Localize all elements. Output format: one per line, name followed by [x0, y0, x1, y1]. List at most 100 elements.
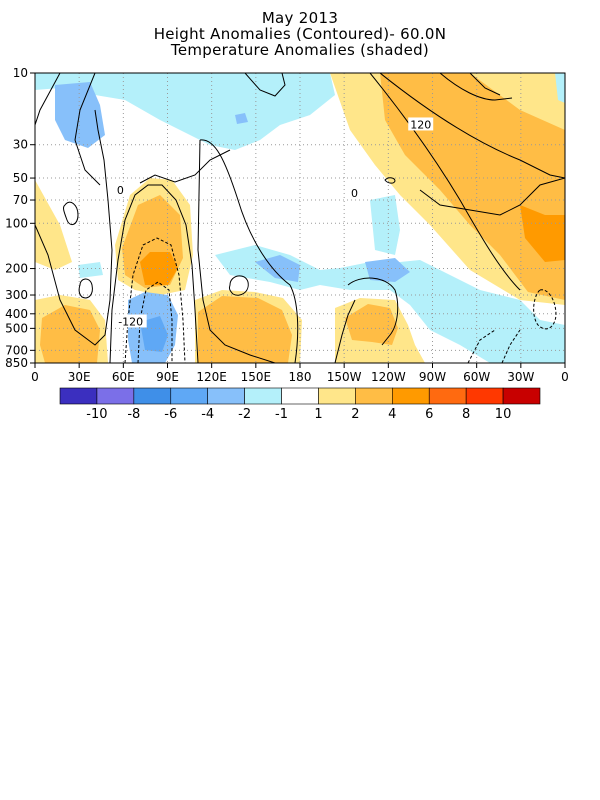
contour-label: 0: [351, 187, 358, 200]
contour-line: [501, 329, 521, 363]
contour-line: [347, 277, 399, 346]
contour-label-bg: [114, 182, 126, 196]
x-axis: 0 30E 60E 90E 120E 150E 180 150W 120W 90W 60W 30W 0: [31, 363, 569, 384]
colorbar-swatch: [244, 387, 282, 405]
contour-label: 120: [410, 118, 431, 131]
contour-label: -120: [118, 315, 143, 328]
chart-subtitle-temperature: Temperature Anomalies (shaded): [170, 41, 430, 59]
colorbar: -10 -8 -6 -4 -2 -1 1 2 4 6 8 10: [59, 387, 541, 422]
cool-region-top: [35, 73, 335, 150]
cool-region-90e-2: [140, 316, 168, 352]
warm-region-upper-right-4: [520, 205, 565, 262]
cool-region-upper-mid: [370, 195, 400, 255]
cool-region-upper: [235, 113, 248, 124]
cool-region-left: [78, 262, 103, 278]
x-tick-label: 30W: [507, 370, 534, 384]
contour-line: [379, 73, 565, 179]
colorbar-swatch: [281, 387, 319, 405]
x-tick-label: 90W: [419, 370, 446, 384]
colorbar-label: 4: [388, 407, 396, 422]
contour-line: [35, 109, 113, 346]
warm-region-150w-2: [345, 304, 398, 345]
contour-line: [439, 73, 513, 101]
x-tick-label: 60E: [112, 370, 135, 384]
colorbar-swatch: [465, 387, 504, 405]
colorbar-label: -8: [127, 407, 140, 422]
warm-region-120e-2: [198, 296, 292, 363]
contour-line: [137, 281, 173, 363]
cool-region-30e: [55, 82, 105, 148]
height-contours: [35, 73, 565, 363]
contour-label-bg: [114, 314, 147, 328]
colorbar-swatch: [59, 387, 98, 405]
y-tick-label: 400: [5, 307, 28, 321]
contour-label-bg: [408, 117, 434, 131]
y-tick-label: 100: [5, 216, 28, 230]
x-tick-label: 150W: [327, 370, 362, 384]
colorbar-label: -1: [275, 407, 288, 422]
colorbar-swatch: [355, 387, 393, 405]
colorbar-swatch: [502, 387, 541, 405]
contour-line: [533, 289, 557, 330]
contour-line: [197, 139, 276, 363]
contour-line: [244, 73, 286, 97]
cool-region-120w: [365, 258, 410, 282]
colorbar-swatch: [207, 387, 245, 405]
contour-line: [419, 177, 565, 216]
y-tick-label: 10: [13, 66, 28, 80]
y-tick-label: 50: [13, 171, 28, 185]
x-tick-label: 0: [561, 370, 569, 384]
contour-line: [369, 73, 521, 291]
chart-title: May 2013: [261, 9, 339, 27]
cool-region-mid-2: [255, 255, 300, 282]
cool-region-mid: [215, 245, 565, 363]
y-tick-label: 300: [5, 288, 28, 302]
contour-line: [63, 201, 79, 226]
contour-line: [469, 73, 501, 96]
contour-line: [109, 184, 199, 363]
contour-labels: 120 0 0 -120: [114, 117, 434, 328]
x-tick-label: 0: [31, 370, 39, 384]
chart-subtitle-height: Height Anomalies (Contoured)- 60.0N: [153, 25, 447, 43]
x-tick-label: 150E: [241, 370, 272, 384]
colorbar-swatch: [170, 387, 208, 405]
contour-line: [228, 275, 249, 296]
x-tick-label: 120E: [196, 370, 227, 384]
colorbar-label: 10: [495, 407, 512, 422]
colorbar-label: 1: [314, 407, 322, 422]
contour-label-bg: [348, 186, 360, 200]
colorbar-swatch: [96, 387, 135, 405]
colorbar-label: 6: [425, 407, 433, 422]
colorbar-swatch: [318, 387, 356, 405]
y-tick-label: 500: [5, 321, 28, 335]
contour-line: [199, 139, 299, 363]
y-tick-label: 850: [5, 356, 28, 370]
colorbar-label: -2: [238, 407, 251, 422]
y-tick-label: 70: [13, 193, 28, 207]
contour-line: [78, 278, 93, 299]
plot-area: 120 0 0 -120: [34, 72, 566, 364]
contour-line: [124, 237, 186, 363]
x-tick-label: 90E: [156, 370, 179, 384]
colorbar-swatch: [133, 387, 172, 405]
x-tick-label: 120W: [371, 370, 406, 384]
colorbar-label: 8: [462, 407, 470, 422]
contour-line: [74, 73, 101, 186]
x-tick-label: 60W: [463, 370, 490, 384]
warm-region-lower-left-2: [40, 305, 100, 363]
temperature-shading: [35, 73, 565, 363]
cool-region-right-edge: [555, 73, 565, 103]
contour-line: [35, 73, 61, 126]
contour-line: [467, 329, 496, 363]
y-tick-label: 30: [13, 138, 28, 152]
colorbar-swatch: [428, 387, 467, 405]
chart-titles: May 2013 Height Anomalies (Contoured)- 6…: [0, 10, 600, 58]
contour-label: 0: [117, 184, 124, 197]
x-tick-label: 30E: [68, 370, 91, 384]
colorbar-swatch: [392, 387, 430, 405]
colorbar-label: -6: [164, 407, 177, 422]
contour-line: [139, 149, 231, 184]
contour-line: [334, 299, 356, 363]
